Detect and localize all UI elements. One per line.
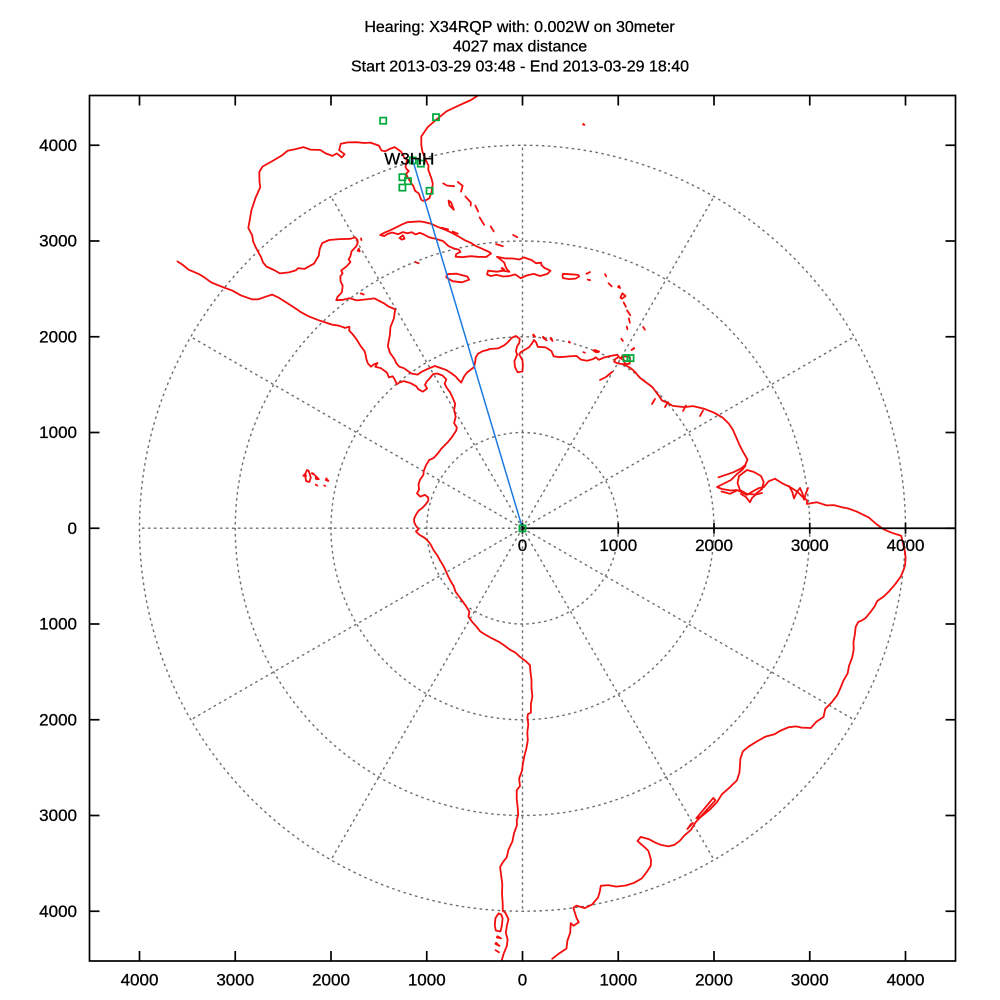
svg-text:0: 0 bbox=[68, 519, 77, 538]
svg-text:3000: 3000 bbox=[39, 806, 77, 825]
svg-text:1000: 1000 bbox=[408, 971, 446, 990]
svg-text:4000: 4000 bbox=[39, 136, 77, 155]
svg-text:4000: 4000 bbox=[887, 536, 925, 555]
svg-text:2000: 2000 bbox=[39, 327, 77, 346]
svg-text:2000: 2000 bbox=[695, 536, 733, 555]
svg-text:1000: 1000 bbox=[599, 536, 637, 555]
svg-text:2000: 2000 bbox=[312, 971, 350, 990]
svg-text:Start 2013-03-29 03:48 - End 2: Start 2013-03-29 03:48 - End 2013-03-29 … bbox=[351, 59, 689, 76]
svg-text:3000: 3000 bbox=[216, 971, 254, 990]
svg-text:4000: 4000 bbox=[887, 971, 925, 990]
svg-text:4027 max distance: 4027 max distance bbox=[453, 39, 587, 56]
svg-text:3000: 3000 bbox=[39, 232, 77, 251]
svg-text:W3HH: W3HH bbox=[384, 149, 434, 168]
svg-text:1000: 1000 bbox=[39, 615, 77, 634]
svg-text:0: 0 bbox=[518, 971, 527, 990]
svg-text:2000: 2000 bbox=[39, 710, 77, 729]
svg-text:4000: 4000 bbox=[39, 902, 77, 921]
svg-text:3000: 3000 bbox=[791, 536, 829, 555]
svg-text:0: 0 bbox=[518, 536, 527, 555]
svg-text:Hearing: X34RQP with: 0.002W o: Hearing: X34RQP with: 0.002W on 30meter bbox=[364, 19, 675, 36]
svg-text:2000: 2000 bbox=[695, 971, 733, 990]
svg-text:3000: 3000 bbox=[791, 971, 829, 990]
svg-text:4000: 4000 bbox=[121, 971, 159, 990]
svg-text:1000: 1000 bbox=[599, 971, 637, 990]
svg-text:1000: 1000 bbox=[39, 423, 77, 442]
